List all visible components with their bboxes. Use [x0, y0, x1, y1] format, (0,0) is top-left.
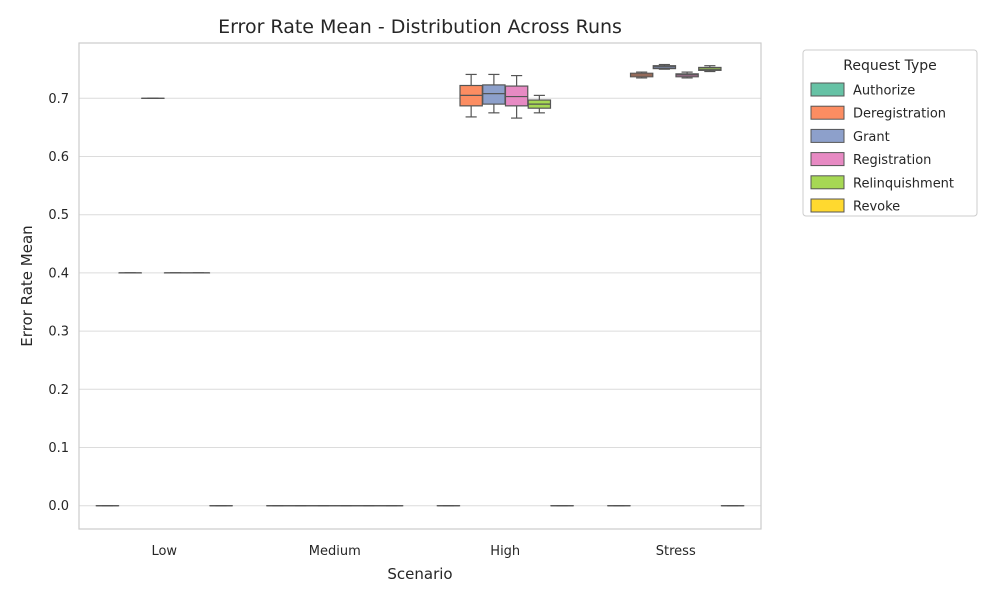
legend-swatch: [810, 198, 845, 213]
box-registration-high: [504, 74, 529, 119]
legend-item-registration: Registration: [810, 152, 931, 168]
legend-item-revoke: Revoke: [810, 198, 900, 215]
box-registration-stress: [675, 71, 699, 79]
y-tick-labels: 0.0 0.1 0.2 0.3 0.4 0.5 0.6 0.7: [48, 92, 69, 514]
legend-frame: [802, 49, 978, 217]
y-tick-label: 0.5: [48, 208, 69, 223]
legend-swatch: [810, 175, 845, 190]
box-deregistration-stress: [629, 71, 654, 79]
legend-item-grant: Grant: [810, 128, 890, 145]
y-tick-label: 0.2: [48, 383, 69, 398]
legend-swatch: [810, 82, 845, 97]
legend-item-relinquishment: Relinquishment: [810, 175, 954, 191]
box-deregistration-high: [459, 73, 483, 118]
y-tick-label: 0.1: [48, 441, 69, 456]
legend-label: Authorize: [853, 84, 915, 99]
legend-swatch: [810, 128, 845, 143]
legend-label: Registration: [853, 153, 931, 168]
legend-title: Request Type: [843, 58, 936, 74]
box-grant-high: [482, 73, 506, 114]
x-tick-label: Stress: [656, 544, 696, 559]
y-tick-label: 0.4: [48, 266, 69, 281]
chart-title: Error Rate Mean - Distribution Across Ru…: [218, 16, 622, 38]
legend-swatch: [810, 152, 845, 167]
box-relinquishment-high: [527, 94, 552, 114]
x-tick-label: High: [490, 544, 520, 559]
y-axis-label: Error Rate Mean: [18, 225, 36, 346]
y-tick-label: 0.3: [48, 325, 69, 340]
legend-item-authorize: Authorize: [810, 82, 915, 99]
legend-label: Relinquishment: [853, 176, 954, 191]
plot-frame: [78, 42, 762, 530]
legend-label: Grant: [853, 130, 890, 145]
x-tick-label: Low: [151, 544, 177, 559]
legend-swatch: [810, 105, 845, 120]
box-relinquishment-stress: [698, 65, 722, 73]
x-axis-label: Scenario: [387, 565, 452, 583]
legend-label: Deregistration: [853, 107, 946, 122]
box-marks: [95, 63, 745, 507]
x-tick-label: Medium: [309, 544, 361, 559]
y-tick-label: 0.0: [48, 499, 69, 514]
box-iqr: [482, 84, 506, 105]
legend: Request Type Authorize Deregistration Gran…: [802, 49, 978, 217]
box-grant-stress: [652, 63, 677, 70]
legend-label: Revoke: [853, 200, 900, 215]
y-tick-label: 0.6: [48, 150, 69, 165]
x-tick-labels: Low Medium High Stress: [151, 544, 696, 559]
legend-item-deregistration: Deregistration: [810, 105, 946, 122]
grid-lines: [79, 97, 761, 507]
y-tick-label: 0.7: [48, 92, 69, 107]
